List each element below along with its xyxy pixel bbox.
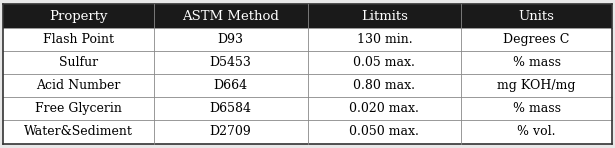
Bar	[3, 4, 154, 28]
Text: Units: Units	[518, 9, 555, 22]
Text: Property: Property	[49, 9, 108, 22]
Bar	[154, 4, 308, 28]
Text: ASTM Method: ASTM Method	[182, 9, 279, 22]
Text: mg KOH/mg: mg KOH/mg	[498, 79, 576, 92]
Text: Water&Sediment: Water&Sediment	[24, 126, 133, 139]
Bar	[461, 4, 612, 28]
Text: 0.020 max.: 0.020 max.	[349, 102, 419, 115]
Text: 0.80 max.: 0.80 max.	[354, 79, 415, 92]
Text: D5453: D5453	[210, 56, 252, 69]
Text: % mass: % mass	[512, 102, 561, 115]
Text: 0.050 max.: 0.050 max.	[349, 126, 419, 139]
Text: 130 min.: 130 min.	[357, 33, 412, 46]
Text: Sulfur: Sulfur	[59, 56, 98, 69]
Text: D93: D93	[218, 33, 244, 46]
Text: Free Glycerin: Free Glycerin	[35, 102, 122, 115]
Text: Degrees C: Degrees C	[504, 33, 569, 46]
Text: D6584: D6584	[210, 102, 252, 115]
Text: D664: D664	[213, 79, 248, 92]
Text: Litmits: Litmits	[361, 9, 408, 22]
Text: 0.05 max.: 0.05 max.	[354, 56, 415, 69]
Text: D2709: D2709	[210, 126, 252, 139]
Text: % mass: % mass	[512, 56, 561, 69]
Bar	[308, 4, 461, 28]
Text: Flash Point: Flash Point	[43, 33, 114, 46]
Text: % vol.: % vol.	[517, 126, 556, 139]
Text: Acid Number: Acid Number	[36, 79, 121, 92]
